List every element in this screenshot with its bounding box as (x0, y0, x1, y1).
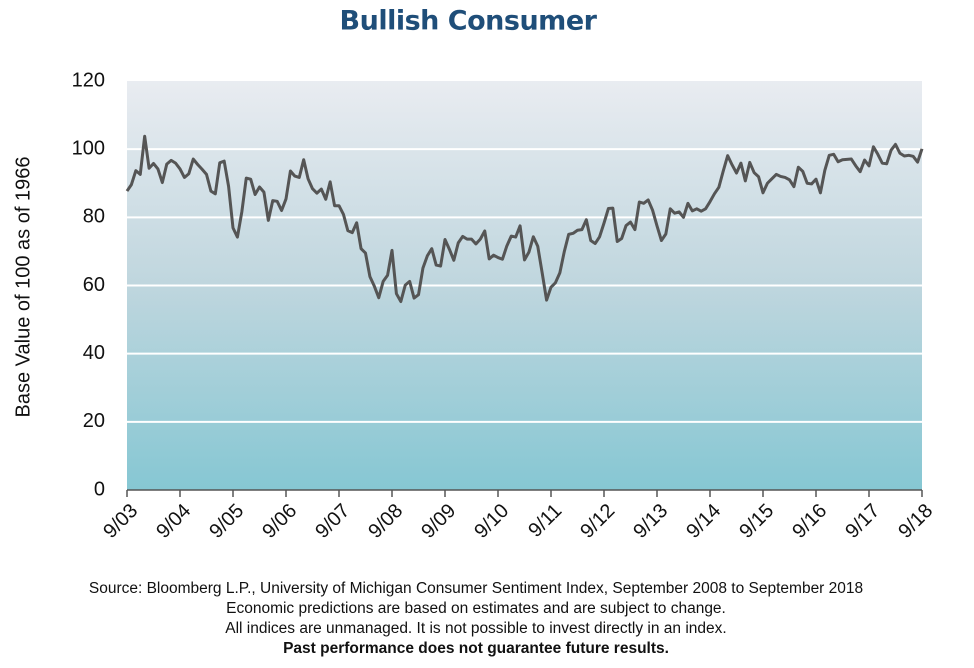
y-tick-label: 80 (83, 206, 105, 228)
y-tick-label: 60 (83, 274, 105, 296)
x-tick-label: 9/04 (152, 500, 195, 543)
y-tick-label: 0 (94, 478, 105, 500)
x-tick-label: 9/13 (629, 500, 672, 543)
x-tick-label: 9/07 (311, 500, 354, 543)
line (125, 134, 924, 304)
y-axis-label: Base Value of 100 as of 1966 (12, 157, 34, 418)
x-tick-label: 9/08 (364, 500, 407, 543)
x-tick-label: 9/16 (788, 500, 831, 543)
x-tick-label: 9/10 (470, 500, 513, 543)
x-tick-label: 9/11 (524, 500, 566, 542)
x-tick-label: 9/09 (417, 500, 460, 543)
x-tick-label: 9/12 (576, 500, 619, 543)
y-tick-label: 40 (83, 342, 105, 364)
footnote: Source: Bloomberg L.P., University of Mi… (89, 580, 863, 597)
x-tick-label: 9/15 (735, 500, 778, 543)
footnote: All indices are unmanaged. It is not pos… (225, 620, 726, 637)
footnote: Economic predictions are based on estima… (226, 600, 726, 617)
x-tick-label: 9/17 (841, 500, 884, 543)
y-tick-label: 120 (72, 69, 105, 91)
y-tick-label: 20 (83, 410, 105, 432)
footnote: Past performance does not guarantee futu… (283, 640, 669, 657)
x-tick-label: 9/18 (894, 500, 937, 543)
x-tick-label: 9/03 (99, 500, 142, 543)
x-tick-label: 9/06 (258, 500, 301, 543)
x-tick-label: 9/05 (205, 500, 248, 543)
x-tick-label: 9/14 (682, 500, 725, 543)
y-tick-label: 100 (72, 137, 105, 159)
chart-title: Bullish Consumer (340, 6, 598, 37)
